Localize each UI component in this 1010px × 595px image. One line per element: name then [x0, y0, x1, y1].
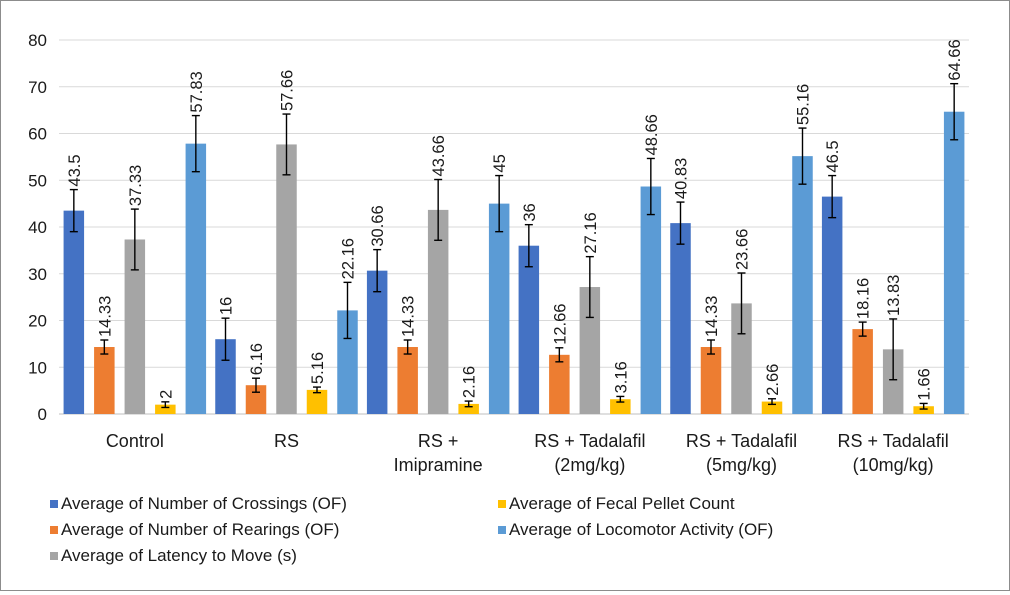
- bar-average-of-latency-to-move-s-0: [124, 239, 146, 414]
- x-axis-category-labels: Control RS RS + Imipramine RS + Tadalafil (2m…: [106, 431, 949, 475]
- legend-swatch-average-of-number-of-rearings-of: [50, 526, 58, 534]
- bar-average-of-locomotor-activity-of-5: [943, 111, 965, 414]
- category-label-4: RS + Tadalafil (5mg/kg): [686, 431, 797, 475]
- data-label-1-5: 18.16: [855, 278, 873, 319]
- y-tick-label-10: 10: [28, 358, 47, 377]
- data-label-3-5: 1.66: [916, 368, 934, 400]
- category-label-5: RS + Tadalafil (10mg/kg): [838, 431, 949, 475]
- y-tick-label-70: 70: [28, 78, 47, 97]
- data-label-2-1: 57.66: [279, 70, 297, 111]
- legend-swatch-average-of-locomotor-activity-of: [498, 526, 506, 534]
- bar-average-of-latency-to-move-s-3: [579, 287, 601, 414]
- data-label-3-1: 5.16: [309, 352, 327, 384]
- data-label-3-3: 3.16: [612, 361, 630, 393]
- bar-average-of-number-of-rearings-of-2: [397, 347, 418, 414]
- data-label-1-1: 6.16: [248, 343, 266, 375]
- y-tick-label-50: 50: [28, 171, 47, 190]
- data-label-4-0: 57.83: [188, 71, 206, 112]
- bar-average-of-latency-to-move-s-2: [427, 209, 449, 414]
- data-label-1-3: 12.66: [551, 304, 569, 345]
- bar-average-of-latency-to-move-s-5: [882, 349, 904, 414]
- y-tick-label-80: 80: [28, 31, 47, 50]
- data-label-2-2: 43.66: [430, 135, 448, 176]
- bar-average-of-fecal-pellet-count-4: [761, 401, 783, 414]
- bar-average-of-number-of-crossings-of-2: [366, 270, 388, 414]
- data-label-4-4: 55.16: [795, 84, 813, 125]
- legend-swatch-average-of-fecal-pellet-count: [498, 500, 506, 508]
- data-label-4-3: 48.66: [643, 114, 661, 155]
- y-tick-label-40: 40: [28, 218, 47, 237]
- y-tick-label-30: 30: [28, 265, 47, 284]
- data-label-4-5: 64.66: [946, 39, 964, 80]
- data-label-1-2: 14.33: [400, 296, 418, 337]
- bar-average-of-number-of-rearings-of-0: [94, 347, 115, 414]
- bar-average-of-locomotor-activity-of-0: [185, 143, 207, 414]
- y-axis-ticks: 0 10 20 30 40 50 60 70 80: [28, 31, 47, 424]
- data-label-0-5: 46.5: [824, 140, 842, 172]
- bar-average-of-latency-to-move-s-1: [276, 144, 297, 414]
- legend-label-average-of-fecal-pellet-count: Average of Fecal Pellet Count: [509, 494, 735, 513]
- bar-average-of-number-of-rearings-of-4: [700, 347, 722, 414]
- bar-average-of-locomotor-activity-of-1: [337, 310, 358, 414]
- legend: Average of Number of Crossings (OF) Avera…: [50, 494, 773, 565]
- data-label-3-0: 2: [157, 390, 175, 399]
- data-labels-layer: 43.5 16 30.66 36 40.83 46.5 14.33 6.16 14.33 12.6…: [66, 39, 964, 400]
- bar-average-of-number-of-rearings-of-1: [245, 385, 267, 414]
- legend-label-average-of-locomotor-activity-of: Average of Locomotor Activity (OF): [509, 520, 773, 539]
- bar-average-of-locomotor-activity-of-2: [488, 203, 510, 414]
- gridlines: [59, 39, 969, 415]
- data-label-2-4: 23.66: [734, 229, 752, 270]
- data-label-2-3: 27.16: [582, 212, 600, 253]
- bar-average-of-number-of-rearings-of-5: [852, 329, 873, 414]
- data-label-0-1: 16: [218, 297, 236, 315]
- bar-average-of-number-of-crossings-of-4: [670, 223, 691, 414]
- bars-layer: [63, 111, 965, 414]
- bar-average-of-number-of-crossings-of-5: [821, 196, 843, 414]
- legend-label-average-of-latency-to-move-s: Average of Latency to Move (s): [61, 546, 297, 565]
- data-label-3-4: 2.66: [764, 364, 782, 396]
- category-label-1: RS: [274, 431, 299, 451]
- bar-average-of-fecal-pellet-count-0: [155, 404, 176, 414]
- data-label-4-1: 22.16: [340, 238, 358, 279]
- bar-average-of-locomotor-activity-of-4: [792, 156, 813, 414]
- legend-label-average-of-number-of-crossings-of: Average of Number of Crossings (OF): [61, 494, 347, 513]
- bar-average-of-fecal-pellet-count-3: [610, 399, 631, 414]
- data-label-2-0: 37.33: [127, 165, 145, 206]
- data-label-4-2: 45: [491, 154, 509, 172]
- bar-average-of-number-of-crossings-of-1: [215, 339, 236, 414]
- data-label-0-4: 40.83: [673, 158, 691, 199]
- data-label-0-0: 43.5: [66, 154, 84, 186]
- bar-average-of-latency-to-move-s-4: [731, 303, 752, 414]
- data-label-0-3: 36: [521, 203, 539, 221]
- category-label-0: Control: [106, 431, 164, 451]
- bar-average-of-number-of-crossings-of-3: [518, 245, 540, 414]
- data-label-0-2: 30.66: [369, 205, 387, 246]
- bar-average-of-locomotor-activity-of-3: [640, 186, 662, 414]
- error-bars-layer: [69, 82, 959, 410]
- data-label-3-2: 2.16: [461, 366, 479, 398]
- bar-average-of-fecal-pellet-count-5: [913, 406, 934, 414]
- bar-average-of-fecal-pellet-count-1: [306, 389, 328, 414]
- legend-swatch-average-of-latency-to-move-s: [50, 552, 58, 560]
- legend-label-average-of-number-of-rearings-of: Average of Number of Rearings (OF): [61, 520, 339, 539]
- category-label-3: RS + Tadalafil (2mg/kg): [534, 431, 645, 475]
- legend-swatch-average-of-number-of-crossings-of: [50, 500, 58, 508]
- y-tick-label-60: 60: [28, 125, 47, 144]
- data-label-1-0: 14.33: [96, 296, 114, 337]
- data-label-1-4: 14.33: [703, 296, 721, 337]
- data-label-2-5: 13.83: [885, 275, 903, 316]
- y-tick-label-20: 20: [28, 312, 47, 331]
- category-label-2: RS + Imipramine: [394, 431, 483, 475]
- bar-average-of-number-of-crossings-of-0: [63, 210, 85, 414]
- bar-average-of-fecal-pellet-count-2: [458, 403, 479, 414]
- y-tick-label-0: 0: [38, 405, 47, 424]
- bar-average-of-number-of-rearings-of-3: [549, 354, 570, 414]
